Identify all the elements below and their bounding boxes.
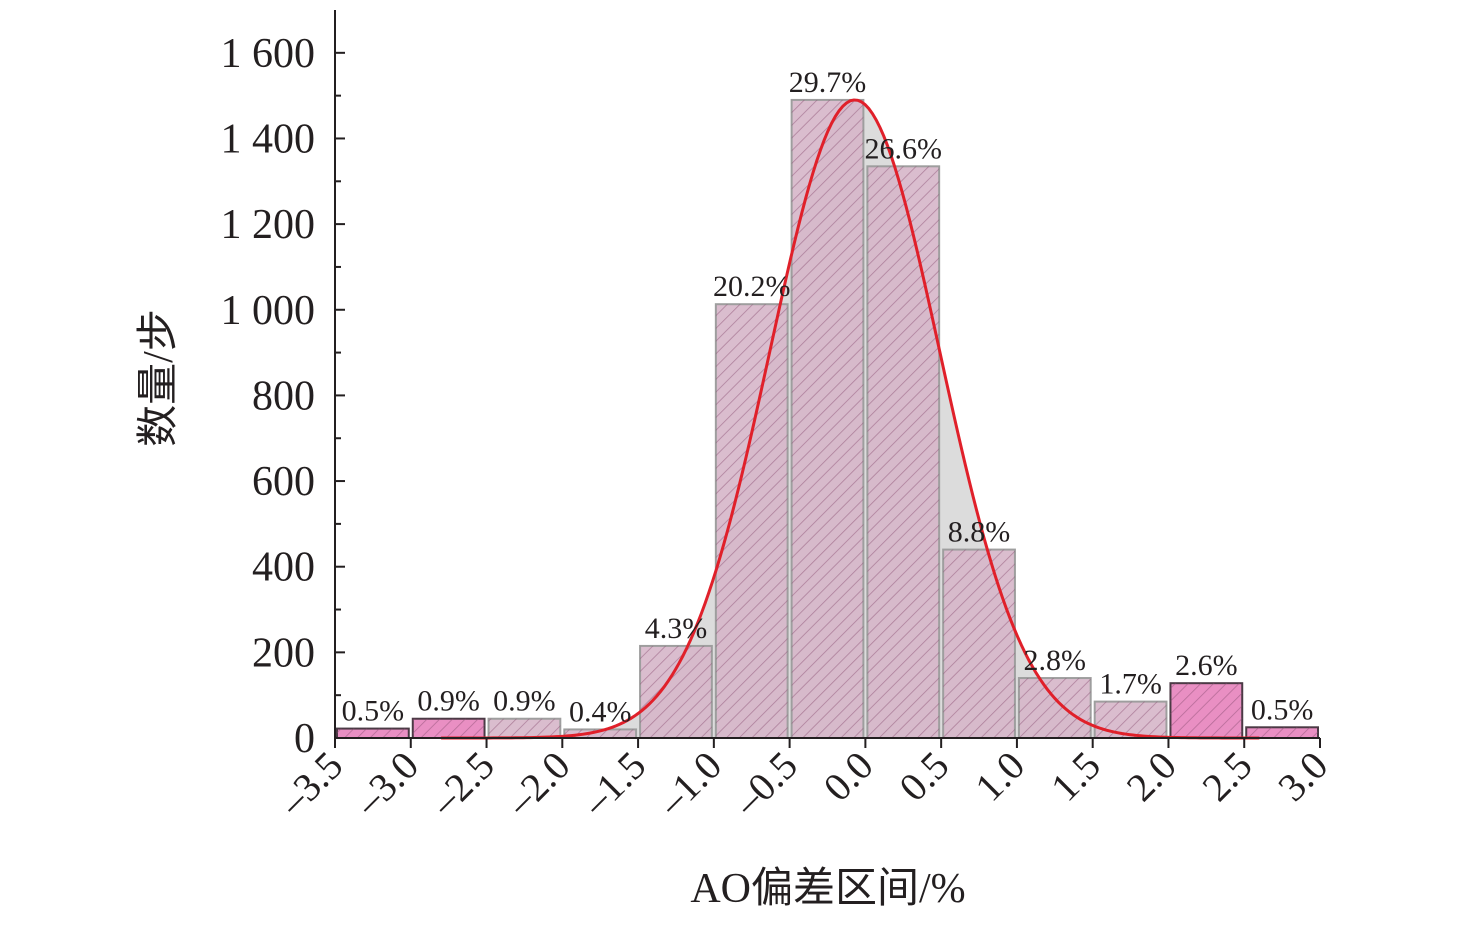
x-tick-label-2: –2.5 [421,743,503,825]
bar-hatch-12 [1246,727,1318,738]
bar-label-0: 0.5% [342,695,405,728]
y-axis-title: 数量/步 [136,309,182,447]
bar-label-5: 20.2% [713,270,791,303]
bar-hatch-11 [1170,683,1243,738]
bar-label-10: 1.7% [1099,668,1162,701]
bar-label-2: 0.9% [493,685,556,718]
histogram-bars [336,98,1319,740]
bar-hatch-5 [715,304,788,738]
fit-curve [441,98,1260,740]
bar-label-6: 29.7% [789,66,867,99]
bar-hatch-2 [488,718,561,738]
fit-curve-layer [441,98,1260,740]
bar-hatch-10 [1094,701,1167,738]
x-axis-title: AO偏差区间/% [690,866,965,912]
x-tick-label-1: –3.0 [345,743,427,825]
y-tick-label-3: 600 [252,459,315,505]
y-tick-label-7: 1 400 [221,116,316,162]
bar-hatch-6 [791,99,864,738]
x-tick-label-6: –0.5 [724,743,806,825]
bar-label-1: 0.9% [417,685,480,718]
x-tick-label-9: 1.0 [966,743,1033,810]
x-tick-label-7: 0.0 [815,743,882,810]
x-tick-label-12: 2.5 [1193,743,1260,810]
x-tick-label-8: 0.5 [890,743,957,810]
bar-hatch-9 [1018,678,1091,738]
y-tick-label-4: 800 [252,373,315,419]
x-tick-label-5: –1.0 [648,743,730,825]
x-tick-label-0: –3.5 [269,743,351,825]
bar-label-4: 4.3% [645,612,708,645]
x-tick-label-11: 2.0 [1118,743,1185,810]
y-tick-label-5: 1 000 [221,288,316,334]
y-tick-label-6: 1 200 [221,202,316,248]
bar-hatch-7 [867,166,940,738]
bar-label-8: 8.8% [948,516,1011,549]
bar-hatch-1 [412,718,485,738]
x-tick-label-3: –2.0 [497,743,579,825]
x-tick-label-13: 3.0 [1269,743,1336,810]
bar-labels: 0.5% 0.9% 0.9% 0.4% 4.3% 20.2% 29.7% 26.6% 8.8% 2… [342,66,1314,729]
bar-hatch-0 [337,728,409,738]
bar-label-12: 0.5% [1251,693,1314,726]
y-tick-label-1: 200 [252,630,315,676]
bar-label-7: 26.6% [865,132,943,165]
y-tick-label-0: 0 [294,716,315,762]
bar-label-3: 0.4% [569,695,632,728]
x-tick-label-10: 1.5 [1042,743,1109,810]
bar-hatch-4 [640,645,712,738]
bar-label-9: 2.8% [1024,644,1087,677]
x-tick-label-4: –1.5 [572,743,654,825]
bar-hatch-3 [564,729,637,738]
bar-hatch-8 [943,549,1015,738]
y-tick-label-8: 1 600 [221,31,316,77]
y-tick-label-2: 400 [252,545,315,591]
bar-label-11: 2.6% [1175,649,1238,682]
